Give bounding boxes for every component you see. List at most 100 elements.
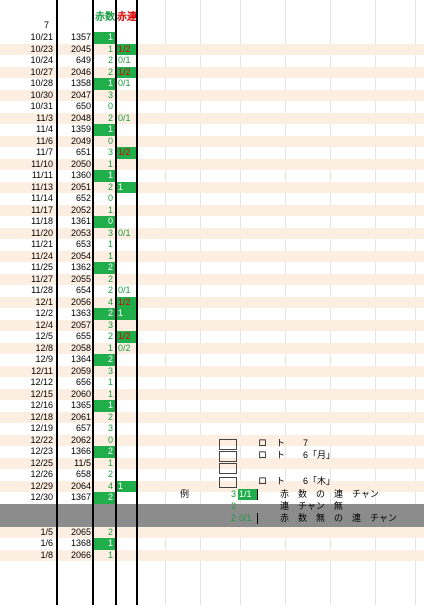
ren-cell[interactable]	[116, 170, 136, 182]
date-cell[interactable]: 11/28	[31, 285, 53, 295]
ren-cell[interactable]	[116, 32, 136, 44]
date-cell[interactable]: 12/11	[31, 365, 53, 376]
date-cell[interactable]: 10/23	[30, 43, 53, 54]
count-cell[interactable]: 1	[93, 124, 115, 136]
ren-cell[interactable]	[116, 469, 136, 481]
date-cell[interactable]: 12/25	[30, 457, 53, 468]
ren-cell[interactable]	[116, 354, 136, 366]
ren-cell[interactable]	[116, 90, 136, 102]
number-cell[interactable]: 651	[75, 147, 91, 157]
number-cell[interactable]: 658	[75, 469, 91, 479]
count-cell[interactable]: 1	[93, 400, 115, 412]
date-cell[interactable]: 1/8	[40, 549, 53, 560]
ren-cell[interactable]	[116, 504, 136, 516]
number-cell[interactable]: 2048	[70, 112, 91, 123]
date-cell[interactable]: 12/29	[30, 480, 53, 491]
count-cell[interactable]: 2	[107, 55, 113, 65]
count-cell[interactable]: 1	[107, 239, 113, 249]
number-cell[interactable]: 1362	[70, 262, 91, 272]
ren-cell[interactable]	[116, 366, 136, 378]
date-cell[interactable]: 12/16	[30, 400, 53, 410]
number-cell[interactable]: 1364	[70, 354, 91, 364]
count-cell[interactable]: 2	[93, 446, 115, 458]
ren-cell[interactable]: 1/2	[116, 66, 136, 78]
count-cell[interactable]: 2	[93, 354, 115, 366]
count-cell[interactable]: 1	[107, 204, 113, 215]
ren-cell[interactable]	[116, 320, 136, 332]
number-cell[interactable]: 2051	[70, 181, 91, 192]
count-cell[interactable]: 2	[93, 262, 115, 274]
ren-cell[interactable]	[116, 458, 136, 470]
count-cell[interactable]: 3	[107, 147, 113, 157]
count-cell[interactable]: 2	[107, 411, 113, 422]
ren-cell[interactable]	[116, 412, 136, 424]
date-cell[interactable]: 11/25	[31, 262, 53, 272]
number-cell[interactable]: 2066	[70, 549, 91, 560]
number-cell[interactable]: 2047	[70, 89, 91, 100]
count-cell[interactable]: 3	[107, 227, 113, 238]
number-cell[interactable]: 1367	[70, 492, 91, 502]
count-cell[interactable]: 2	[93, 492, 115, 504]
number-cell[interactable]: 657	[75, 423, 91, 433]
number-cell[interactable]: 2045	[70, 43, 91, 54]
ren-cell[interactable]: 0/1	[118, 112, 131, 123]
date-cell[interactable]: 11/3	[36, 112, 53, 123]
date-cell[interactable]: 12/30	[30, 492, 53, 502]
number-cell[interactable]: 2055	[70, 273, 91, 284]
ren-cell[interactable]	[116, 550, 136, 562]
ren-cell[interactable]	[116, 435, 136, 447]
ren-cell[interactable]	[116, 239, 136, 251]
count-cell[interactable]: 4	[107, 480, 113, 491]
number-cell[interactable]: 2052	[70, 204, 91, 215]
count-cell[interactable]: 2	[107, 469, 113, 479]
date-cell[interactable]: 11/27	[31, 273, 53, 284]
count-cell[interactable]: 0	[93, 216, 115, 228]
number-cell[interactable]: 2059	[70, 365, 91, 376]
ren-cell[interactable]	[116, 124, 136, 136]
count-cell[interactable]: 2	[107, 112, 113, 123]
date-cell[interactable]: 11/18	[31, 216, 53, 226]
ren-cell[interactable]	[116, 136, 136, 148]
ren-cell[interactable]	[116, 515, 136, 527]
date-cell[interactable]: 10/27	[30, 66, 53, 77]
number-cell[interactable]: 652	[75, 193, 91, 203]
ren-cell[interactable]	[116, 193, 136, 205]
date-cell[interactable]: 12/26	[30, 469, 53, 479]
number-cell[interactable]: 650	[75, 101, 91, 111]
date-cell[interactable]: 11/6	[36, 135, 53, 146]
date-cell[interactable]: 12/1	[35, 296, 53, 307]
number-cell[interactable]: 1361	[70, 216, 91, 226]
number-cell[interactable]: 1365	[70, 400, 91, 410]
number-cell[interactable]: 1358	[70, 78, 91, 88]
count-cell[interactable]: 3	[107, 319, 113, 330]
count-cell[interactable]: 1	[107, 549, 113, 560]
ren-cell[interactable]	[116, 274, 136, 286]
count-cell[interactable]: 1	[107, 388, 113, 399]
date-cell[interactable]: 11/24	[31, 250, 53, 261]
number-cell[interactable]: 2064	[70, 480, 91, 491]
date-cell[interactable]: 11/14	[31, 193, 53, 203]
number-cell[interactable]	[58, 504, 91, 516]
count-cell[interactable]: 0	[107, 193, 113, 203]
ren-cell[interactable]: 0/1	[118, 285, 131, 295]
count-cell[interactable]: 1	[93, 32, 115, 44]
count-cell[interactable]: 3	[107, 89, 113, 100]
date-cell[interactable]: 12/19	[30, 423, 53, 433]
date-cell[interactable]	[0, 515, 53, 527]
number-cell[interactable]: 1357	[70, 32, 91, 42]
count-cell[interactable]: 1	[107, 43, 113, 54]
count-cell[interactable]: 1	[93, 78, 115, 90]
date-cell[interactable]: 12/2	[35, 308, 53, 318]
ren-cell[interactable]	[116, 400, 136, 412]
ren-cell[interactable]: 0/1	[118, 227, 131, 238]
date-cell[interactable]: 1/5	[40, 526, 53, 537]
number-cell[interactable]: 11/5	[74, 457, 91, 468]
number-cell[interactable]: 1360	[70, 170, 91, 180]
number-cell[interactable]: 1359	[70, 124, 91, 134]
date-cell[interactable]: 11/7	[36, 147, 53, 157]
ren-cell[interactable]: 1/2	[116, 43, 136, 55]
ren-cell[interactable]	[116, 205, 136, 217]
count-cell[interactable]: 1	[93, 538, 115, 550]
number-cell[interactable]: 2056	[70, 296, 91, 307]
count-cell[interactable]: 2	[107, 181, 113, 192]
